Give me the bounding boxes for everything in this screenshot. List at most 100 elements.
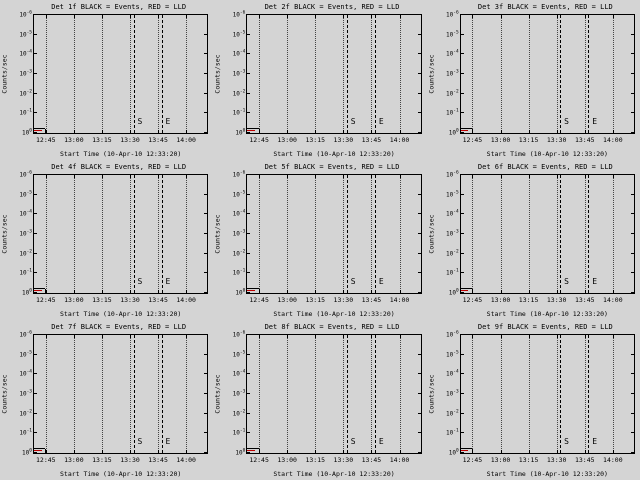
y-tick-label: 10-6: [19, 330, 32, 339]
x-tick-bottom: [500, 450, 502, 453]
plot-area: 12:45 13:00 13:15 13:30 13:45 14:00 100 10-1 10-…: [19, 171, 209, 303]
y-tick-exponent: -2: [453, 409, 459, 415]
x-axis-label: Start Time (10-Apr-10 12:33:20): [60, 310, 182, 318]
x-tick-label: 13:30: [120, 135, 140, 144]
x-tick-bottom: [315, 450, 317, 453]
y-tick-right: [630, 412, 634, 414]
y-tick-left: [247, 132, 251, 133]
y-tick-right: [204, 412, 208, 414]
y-tick-exponent: -6: [453, 170, 459, 176]
x-tick-bottom: [584, 130, 586, 133]
x-tick-bottom: [259, 450, 261, 453]
x-tick-label: 13:00: [490, 455, 511, 464]
y-tick-left: [247, 252, 251, 254]
y-tick-exponent: -5: [239, 190, 246, 196]
lld-data-segment: [460, 290, 469, 291]
x-tick-bottom: [556, 450, 558, 453]
x-tick-top: [399, 335, 401, 338]
y-tick-left: [247, 53, 251, 55]
x-gridline: [612, 15, 614, 133]
x-tick-top: [556, 335, 558, 338]
x-axis-label: Start Time (10-Apr-10 12:33:20): [486, 470, 608, 478]
start-marker-line: [133, 15, 135, 133]
lld-data-segment: [247, 290, 256, 291]
end-marker-label: E: [592, 276, 598, 286]
y-tick-left: [460, 334, 464, 335]
y-tick-left: [34, 373, 37, 375]
x-tick-bottom: [130, 450, 132, 453]
y-tick-left: [460, 393, 464, 394]
x-gridline: [371, 15, 373, 133]
y-tick-right: [417, 292, 421, 293]
y-tick-exponent: -2: [239, 249, 246, 255]
y-tick-right: [417, 272, 421, 274]
end-marker-label: E: [165, 116, 171, 126]
x-tick-bottom: [528, 290, 530, 293]
x-tick-top: [556, 175, 558, 178]
x-gridline: [584, 335, 586, 453]
y-tick-label: 10-2: [19, 89, 32, 98]
detector-panel: Det 6f BLACK = Events, RED = LLD Counts/…: [427, 160, 640, 320]
y-tick-right: [204, 393, 208, 394]
y-tick-label: 10-4: [232, 369, 246, 378]
x-tick-bottom: [371, 130, 373, 133]
y-tick-left: [34, 132, 37, 133]
y-tick-right: [417, 233, 421, 234]
x-gridline: [130, 335, 132, 453]
x-tick-label: 13:30: [546, 135, 567, 144]
x-gridline: [584, 175, 586, 293]
y-tick-exponent: -5: [26, 30, 32, 36]
start-marker-label: S: [564, 116, 569, 126]
x-gridline: [371, 335, 373, 453]
x-tick-top: [556, 15, 558, 18]
x-tick-bottom: [612, 450, 614, 453]
detector-panel: Det 9f BLACK = Events, RED = LLD Counts/…: [427, 320, 640, 480]
y-tick-right: [630, 14, 634, 15]
y-tick-exponent: -2: [239, 409, 246, 415]
x-tick-bottom: [371, 290, 373, 293]
x-tick-bottom: [287, 290, 289, 293]
x-gridline: [399, 15, 401, 133]
y-tick-left: [34, 353, 37, 355]
x-tick-label: 13:15: [518, 295, 539, 304]
y-tick-exponent: -6: [453, 330, 459, 336]
x-gridline: [528, 335, 530, 453]
x-tick-label: 13:30: [120, 295, 140, 304]
y-tick-label: 10-4: [232, 49, 246, 58]
start-marker-label: S: [564, 276, 569, 286]
y-tick-label: 10-2: [19, 409, 32, 418]
start-marker-line: [560, 15, 562, 133]
y-tick-label: 10-4: [446, 209, 459, 218]
y-tick-left: [247, 14, 251, 15]
y-tick-right: [204, 92, 208, 94]
y-tick-exponent: -4: [453, 209, 459, 215]
y-tick-left: [247, 193, 251, 195]
y-tick-left: [460, 452, 464, 453]
y-tick-right: [630, 112, 634, 114]
x-tick-top: [101, 175, 103, 178]
y-tick-label: 10-3: [232, 389, 246, 398]
x-tick-label: 13:00: [64, 455, 84, 464]
detector-panel: Det 5f BLACK = Events, RED = LLD Counts/…: [213, 160, 426, 320]
x-tick-label: 14:00: [176, 135, 196, 144]
y-tick-right: [204, 452, 208, 453]
y-tick-label: 10-2: [446, 89, 459, 98]
y-tick-left: [34, 334, 37, 335]
plot-area: 12:45 13:00 13:15 13:30 13:45 14:00 100 10-1 10-…: [233, 331, 422, 463]
y-tick-left: [34, 112, 37, 114]
end-marker-line: [161, 335, 163, 453]
y-tick-label: 10-1: [19, 108, 32, 117]
x-tick-bottom: [186, 450, 188, 453]
y-tick-exponent: -4: [239, 209, 246, 215]
events-data-segment: [247, 288, 259, 289]
events-data-segment: [247, 128, 259, 129]
start-marker-line: [133, 175, 135, 293]
x-tick-label: 13:00: [277, 295, 297, 304]
y-tick-label: 100: [235, 288, 246, 297]
y-tick-right: [630, 393, 634, 394]
x-tick-bottom: [130, 290, 132, 293]
x-tick-top: [343, 175, 345, 178]
y-tick-label: 100: [22, 128, 32, 137]
y-tick-left: [34, 14, 37, 15]
x-gridline: [500, 335, 502, 453]
